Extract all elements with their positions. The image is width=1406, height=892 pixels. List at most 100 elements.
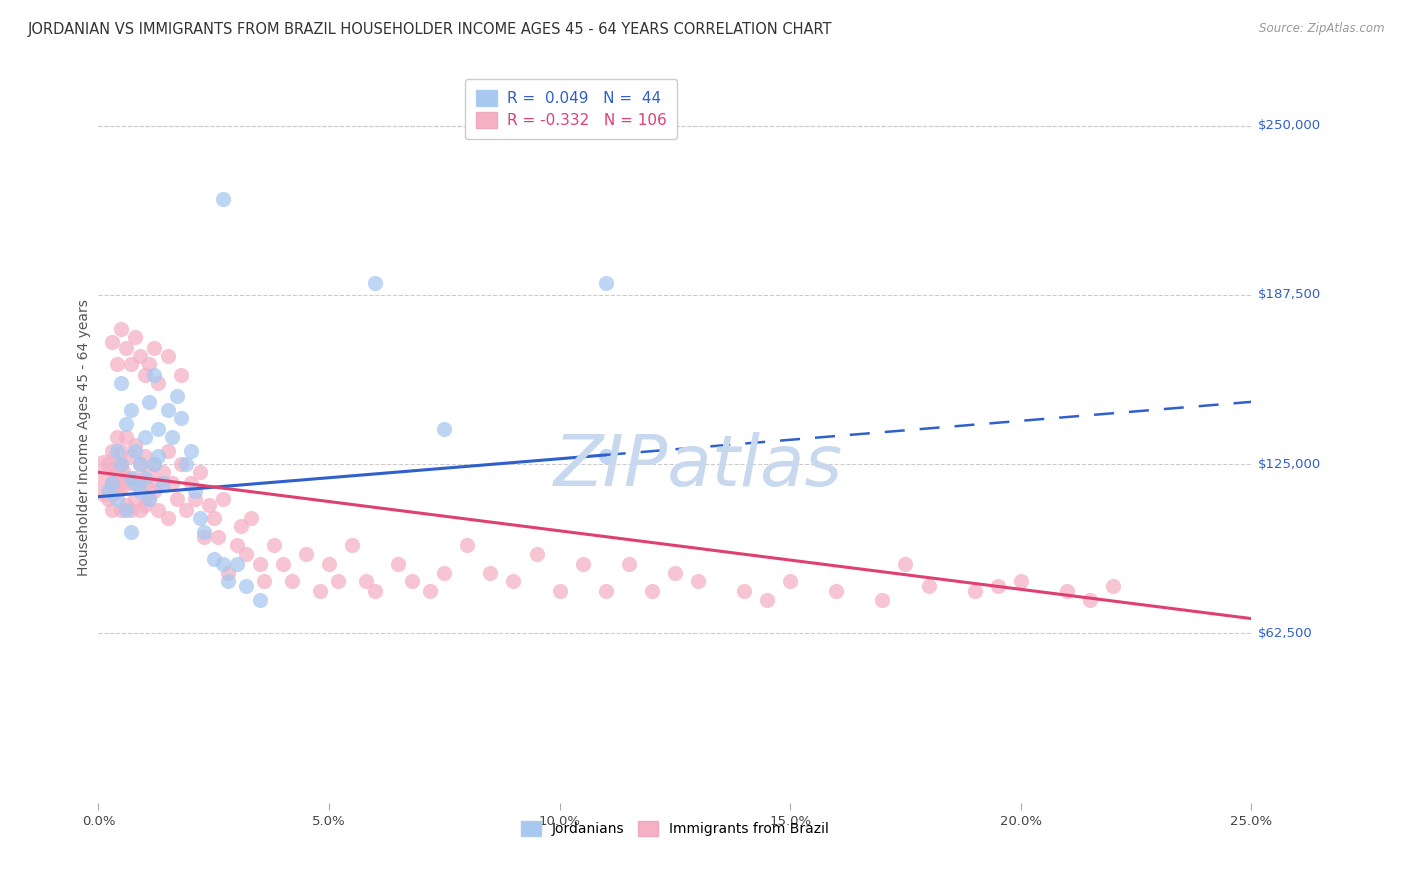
Point xyxy=(872,592,894,607)
Point xyxy=(193,530,215,544)
Text: $250,000: $250,000 xyxy=(1258,119,1322,132)
Point xyxy=(105,484,128,499)
Point xyxy=(142,341,165,355)
Point xyxy=(156,443,179,458)
Point xyxy=(433,422,456,436)
Point xyxy=(148,503,170,517)
Point xyxy=(129,457,152,471)
Point xyxy=(124,330,146,344)
Point xyxy=(253,574,276,588)
Point xyxy=(318,558,340,572)
Point xyxy=(152,465,174,479)
Point xyxy=(115,503,138,517)
Point xyxy=(134,449,156,463)
Text: Source: ZipAtlas.com: Source: ZipAtlas.com xyxy=(1260,22,1385,36)
Point xyxy=(987,579,1010,593)
Text: JORDANIAN VS IMMIGRANTS FROM BRAZIL HOUSEHOLDER INCOME AGES 45 - 64 YEARS CORREL: JORDANIAN VS IMMIGRANTS FROM BRAZIL HOUS… xyxy=(28,22,832,37)
Point xyxy=(115,430,138,444)
Point xyxy=(170,457,193,471)
Text: ZIPatlas: ZIPatlas xyxy=(554,432,842,500)
Point xyxy=(354,574,377,588)
Point xyxy=(105,430,128,444)
Point xyxy=(115,498,138,512)
Point xyxy=(110,476,132,491)
Point xyxy=(148,476,170,491)
Point xyxy=(217,574,239,588)
Point xyxy=(105,443,128,458)
Point xyxy=(894,558,917,572)
Point xyxy=(115,471,138,485)
Point xyxy=(129,457,152,471)
Point xyxy=(115,341,138,355)
Point xyxy=(235,579,257,593)
Point xyxy=(779,574,801,588)
Point xyxy=(120,471,142,485)
Point xyxy=(502,574,524,588)
Point xyxy=(156,511,179,525)
Point xyxy=(686,574,709,588)
Point xyxy=(156,403,179,417)
Point xyxy=(207,530,229,544)
Point xyxy=(664,566,686,580)
Point xyxy=(105,357,128,371)
Point xyxy=(160,430,183,444)
Point xyxy=(963,584,986,599)
Point xyxy=(110,457,132,471)
Point xyxy=(364,276,387,290)
Point xyxy=(101,335,124,350)
Point xyxy=(756,592,779,607)
Point xyxy=(308,584,330,599)
Point xyxy=(129,349,152,363)
Point xyxy=(1102,579,1125,593)
Point xyxy=(110,376,132,390)
Point xyxy=(138,465,160,479)
Point xyxy=(166,492,188,507)
Point xyxy=(433,566,456,580)
Point xyxy=(129,476,152,491)
Point xyxy=(193,524,215,539)
Point xyxy=(239,511,262,525)
Point xyxy=(456,538,478,552)
Point xyxy=(595,584,617,599)
Point xyxy=(120,403,142,417)
Point xyxy=(105,492,128,507)
Point xyxy=(825,584,848,599)
Point xyxy=(124,471,146,485)
Point xyxy=(110,322,132,336)
Point xyxy=(641,584,664,599)
Point xyxy=(148,376,170,390)
Point xyxy=(479,566,502,580)
Point xyxy=(97,471,120,485)
Point xyxy=(142,484,165,499)
Point xyxy=(142,457,165,471)
Point xyxy=(115,417,138,431)
Point xyxy=(124,476,146,491)
Point xyxy=(387,558,409,572)
Point xyxy=(212,558,235,572)
Point xyxy=(110,457,132,471)
Point xyxy=(124,438,146,452)
Point xyxy=(166,389,188,403)
Point xyxy=(225,538,247,552)
Point xyxy=(174,457,197,471)
Point xyxy=(184,484,207,499)
Point xyxy=(595,276,617,290)
Point xyxy=(105,465,128,479)
Point xyxy=(152,476,174,491)
Point xyxy=(340,538,363,552)
Point xyxy=(617,558,640,572)
Point xyxy=(160,476,183,491)
Point xyxy=(364,584,387,599)
Y-axis label: Householder Income Ages 45 - 64 years: Householder Income Ages 45 - 64 years xyxy=(77,299,91,575)
Point xyxy=(202,552,225,566)
Point xyxy=(120,476,142,491)
Point xyxy=(138,357,160,371)
Point xyxy=(97,457,120,471)
Point xyxy=(281,574,304,588)
Point xyxy=(198,498,221,512)
Point xyxy=(733,584,755,599)
Point xyxy=(188,465,211,479)
Point xyxy=(97,484,120,499)
Point xyxy=(188,511,211,525)
Point xyxy=(120,449,142,463)
